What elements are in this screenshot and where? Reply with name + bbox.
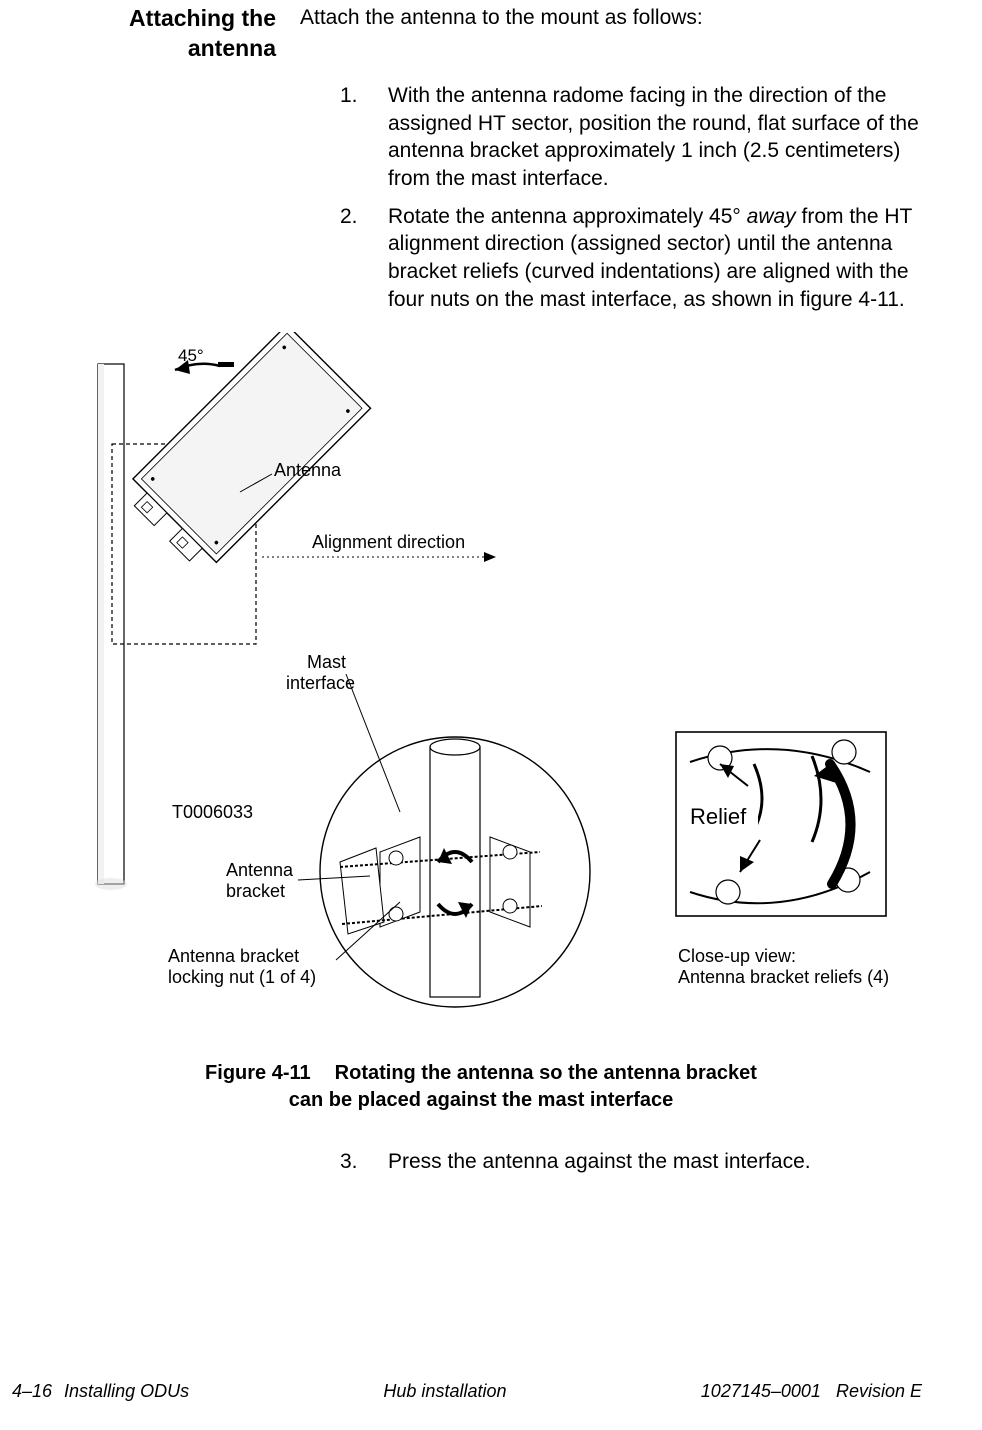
step-text-part: Rotate the antenna approximately 45°: [388, 205, 747, 228]
relief-label: Relief: [690, 804, 746, 830]
closeup-caption-label: Close-up view: Antenna bracket reliefs (…: [678, 946, 889, 989]
step-1: 1. With the antenna radome facing in the…: [340, 82, 922, 193]
step-number: 1.: [340, 82, 388, 193]
footer-rev: Revision E: [836, 1381, 922, 1401]
step-text: Rotate the antenna approximately 45° awa…: [388, 203, 922, 314]
antenna-bracket-label: Antenna bracket: [226, 860, 293, 903]
locking-nut-label: Antenna bracket locking nut (1 of 4): [168, 946, 316, 989]
intro-text: Attach the antenna to the mount as follo…: [300, 4, 922, 32]
figure-caption-text: Rotating the antenna so the antenna brac…: [289, 1062, 757, 1111]
page-footer: 4–16 Installing ODUs Hub installation 10…: [0, 1381, 982, 1402]
step-3: 3. Press the antenna against the mast in…: [340, 1148, 922, 1176]
figure-caption: Figure 4-11Rotating the antenna so the a…: [40, 1060, 922, 1114]
figure-diagram: 45° Antenna Alignment direction Mast int…: [40, 332, 922, 1052]
footer-doc: 1027145–0001: [701, 1381, 821, 1401]
footer-center: Hub installation: [383, 1381, 506, 1402]
figure-number: Figure 4-11: [205, 1062, 311, 1084]
diagram-svg: [40, 332, 940, 1052]
step-number: 3.: [340, 1148, 388, 1176]
angle-label: 45°: [178, 346, 204, 366]
drawing-id-label: T0006033: [172, 802, 253, 824]
alignment-direction-label: Alignment direction: [312, 532, 465, 554]
step-text: With the antenna radome facing in the di…: [388, 82, 922, 193]
mast-interface-label: Mast interface: [286, 652, 346, 695]
antenna-label: Antenna: [274, 460, 341, 482]
step-text: Press the antenna against the mast inter…: [388, 1148, 922, 1176]
footer-page: 4–16: [12, 1381, 52, 1402]
step-number: 2.: [340, 203, 388, 314]
step-2: 2. Rotate the antenna approximately 45° …: [340, 203, 922, 314]
step-text-italic: away: [747, 205, 796, 228]
steps-list: 1. With the antenna radome facing in the…: [340, 82, 922, 314]
section-heading: Attaching the antenna: [40, 4, 300, 64]
footer-section: Installing ODUs: [64, 1381, 189, 1402]
